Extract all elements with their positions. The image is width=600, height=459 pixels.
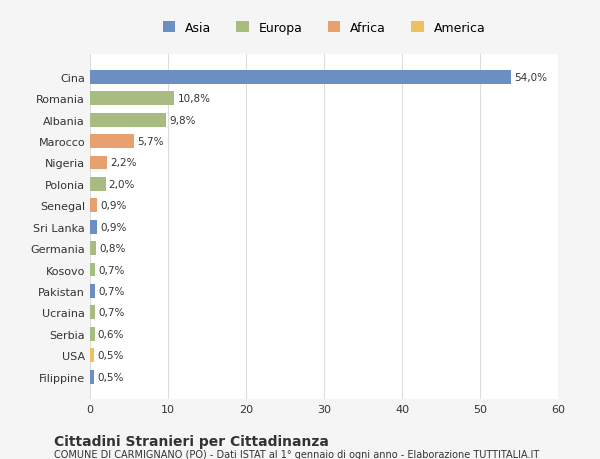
Bar (90, 71, 511, 84)
Bar (90, 263, 95, 277)
Bar (90, 199, 97, 213)
Bar (90, 284, 95, 298)
Text: 0,7%: 0,7% (98, 286, 125, 296)
Text: COMUNE DI CARMIGNANO (PO) - Dati ISTAT al 1° gennaio di ogni anno - Elaborazione: COMUNE DI CARMIGNANO (PO) - Dati ISTAT a… (54, 449, 539, 459)
Text: 0,6%: 0,6% (98, 329, 124, 339)
Text: 2,0%: 2,0% (109, 179, 135, 190)
Text: 0,5%: 0,5% (97, 372, 124, 382)
Bar (90, 241, 96, 256)
Bar (90, 92, 174, 106)
Bar (90, 370, 94, 384)
Text: 10,8%: 10,8% (178, 94, 211, 104)
Bar (90, 220, 97, 234)
Bar (90, 327, 95, 341)
Text: 0,9%: 0,9% (100, 222, 127, 232)
Text: 0,9%: 0,9% (100, 201, 127, 211)
Text: 9,8%: 9,8% (170, 115, 196, 125)
Bar (90, 113, 166, 127)
Text: 5,7%: 5,7% (137, 137, 164, 147)
Bar (90, 178, 106, 191)
Text: 0,7%: 0,7% (98, 265, 125, 275)
Text: 2,2%: 2,2% (110, 158, 137, 168)
Text: 0,7%: 0,7% (98, 308, 125, 318)
Bar (90, 306, 95, 319)
Text: 0,5%: 0,5% (97, 350, 124, 360)
Legend: Asia, Europa, Africa, America: Asia, Europa, Africa, America (158, 17, 490, 39)
Text: Cittadini Stranieri per Cittadinanza: Cittadini Stranieri per Cittadinanza (54, 434, 329, 448)
Text: 0,8%: 0,8% (100, 244, 126, 253)
Text: 54,0%: 54,0% (514, 73, 547, 83)
Bar (90, 156, 107, 170)
Bar (90, 348, 94, 362)
Bar (90, 135, 134, 149)
